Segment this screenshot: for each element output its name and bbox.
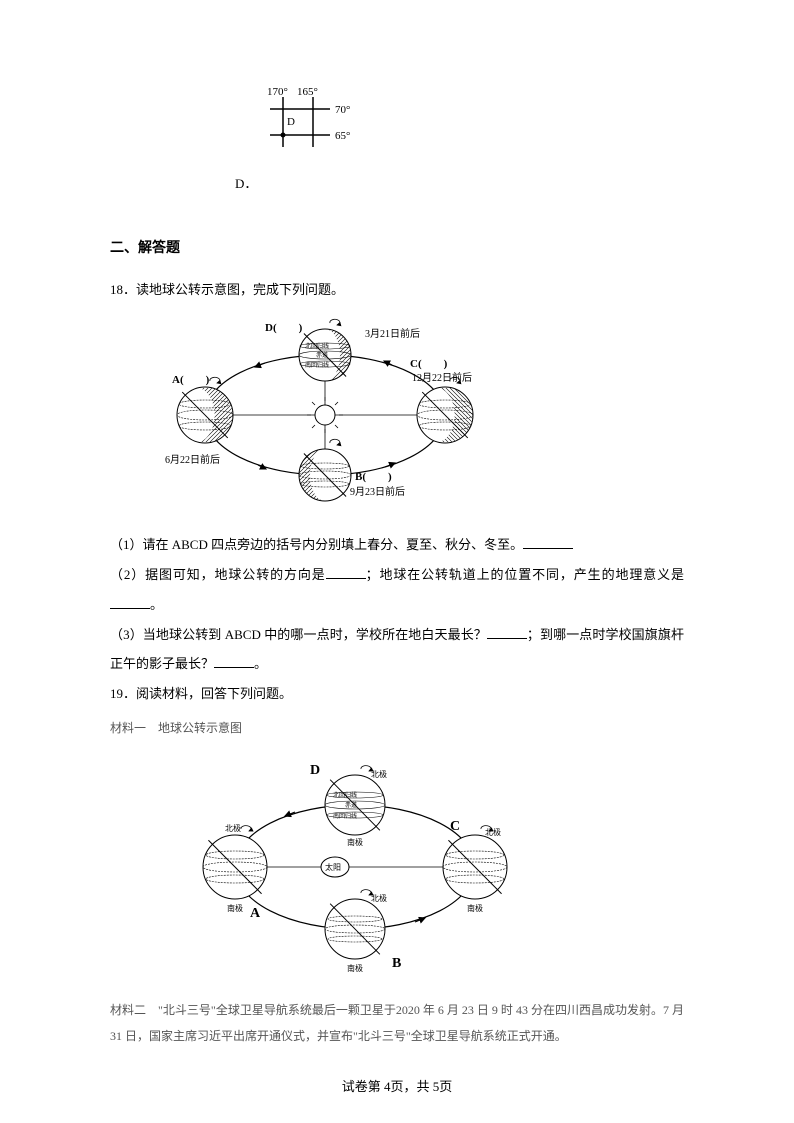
q18-sub1: （1）请在 ABCD 四点旁边的括号内分别填上春分、夏至、秋分、冬至。	[110, 530, 684, 560]
page-footer: 试卷第 4页，共 5页	[0, 1076, 794, 1095]
q19-orbit-svg: 太阳 北极 南极 A 北极 南极 C	[190, 752, 520, 982]
grid-label-rb: 65°	[335, 130, 350, 142]
q18-date-C: 12月22日前后	[412, 371, 472, 384]
svg-text:北回归线: 北回归线	[305, 342, 329, 350]
q19-orbit-diagram: 太阳 北极 南极 A 北极 南极 C	[190, 752, 684, 987]
blank[interactable]	[523, 535, 573, 549]
grid-label-tr: 165°	[297, 86, 318, 98]
q18-sub1-text: （1）请在 ABCD 四点旁边的括号内分别填上春分、夏至、秋分、冬至。	[110, 537, 523, 552]
section-2-title: 二、解答题	[110, 237, 684, 257]
q18-date-D: 3月21日前后	[365, 327, 420, 340]
q19-intro: 19．阅读材料，回答下列问题。	[110, 679, 684, 709]
svg-text:赤道: 赤道	[345, 801, 357, 809]
q18-sub3c: 。	[254, 656, 267, 671]
svg-text:南极: 南极	[347, 837, 363, 847]
grid-cell-letter: D	[287, 116, 295, 128]
grid-label-tl: 170°	[267, 86, 288, 98]
q19-material1-label: 材料一 地球公转示意图	[110, 715, 684, 741]
option-d-diagram: 170° 165° 70° 65° D D．	[235, 85, 684, 192]
svg-text:北极: 北极	[371, 769, 387, 779]
q18-sub2: （2）据图可知，地球公转的方向是 ；地球在公转轨道上的位置不同，产生的地理意义是。	[110, 560, 684, 620]
blank[interactable]	[487, 625, 527, 639]
svg-text:北极: 北极	[371, 893, 387, 903]
svg-text:北回归线: 北回归线	[333, 791, 357, 799]
q18-sub3: （3）当地球公转到 ABCD 中的哪一点时，学校所在地白天最长？；到哪一点时学校…	[110, 620, 684, 680]
q18-sub2c: 。	[150, 597, 163, 612]
q18-intro: 18．读地球公转示意图，完成下列问题。	[110, 275, 684, 305]
blank[interactable]	[110, 595, 150, 609]
q18-sub3a: （3）当地球公转到 ABCD 中的哪一点时，学校所在地白天最长？	[110, 627, 487, 642]
blank[interactable]	[326, 565, 366, 579]
blank[interactable]	[214, 654, 254, 668]
q19-label-D: D	[310, 763, 320, 778]
q19-material2: 材料二 "北斗三号"全球卫星导航系统最后一颗卫星于2020 年 6 月 23 日…	[110, 997, 684, 1050]
option-d-label: D．	[235, 173, 684, 192]
q18-label-B: B( )	[355, 471, 392, 483]
q18-sub2a: （2）据图可知，地球公转的方向是	[110, 567, 326, 582]
svg-text:太阳: 太阳	[325, 862, 341, 872]
q18-date-A: 6月22日前后	[165, 453, 220, 466]
svg-text:南极: 南极	[227, 903, 243, 913]
svg-text:赤道: 赤道	[316, 351, 328, 359]
svg-text:南极: 南极	[347, 963, 363, 973]
svg-text:南回归线: 南回归线	[333, 812, 357, 820]
q19-label-A: A	[250, 906, 261, 921]
grid-svg: 170° 165° 70° 65° D	[235, 85, 365, 165]
grid-label-rt: 70°	[335, 104, 350, 116]
svg-text:北极: 北极	[485, 827, 501, 837]
q18-orbit-svg: A( ) 6月22日前后 C( ) 12月22日前后 北回归线 赤道 南回归线	[160, 315, 490, 515]
q18-sub2b: ；地球在公转轨道上的位置不同，产生的地理意义是	[366, 567, 684, 582]
svg-text:北极: 北极	[225, 823, 241, 833]
q19-label-C: C	[450, 819, 460, 834]
svg-text:南极: 南极	[467, 903, 483, 913]
q18-orbit-diagram: A( ) 6月22日前后 C( ) 12月22日前后 北回归线 赤道 南回归线	[160, 315, 684, 520]
q18-date-B: 9月23日前后	[350, 485, 405, 498]
q18-label-C: C( )	[410, 358, 448, 370]
q18-label-D: D( )	[265, 322, 303, 334]
q19-label-B: B	[392, 956, 401, 971]
q18-label-A: A( )	[172, 374, 210, 386]
svg-text:南回归线: 南回归线	[305, 361, 329, 369]
